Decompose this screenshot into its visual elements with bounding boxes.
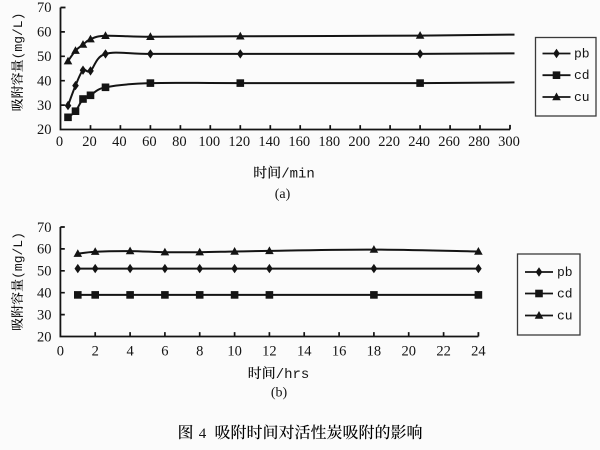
svg-text:(mg/L): (mg/L) — [11, 232, 26, 279]
svg-text:18: 18 — [367, 344, 382, 360]
svg-text:140: 140 — [258, 134, 280, 150]
svg-text:40: 40 — [37, 286, 52, 302]
svg-text:70: 70 — [37, 0, 52, 16]
svg-text:8: 8 — [196, 344, 203, 360]
svg-text:50: 50 — [37, 49, 52, 65]
svg-text:20: 20 — [37, 122, 52, 138]
svg-text:20: 20 — [37, 329, 52, 345]
svg-text:cd: cd — [557, 287, 573, 302]
svg-text:60: 60 — [142, 134, 157, 150]
svg-text:60: 60 — [37, 25, 52, 41]
svg-text:14: 14 — [297, 344, 312, 360]
svg-text:160: 160 — [288, 134, 310, 150]
svg-text:0: 0 — [57, 344, 64, 360]
svg-text:120: 120 — [228, 134, 250, 150]
svg-text:180: 180 — [318, 134, 340, 150]
svg-text:220: 220 — [378, 134, 400, 150]
svg-text:80: 80 — [172, 134, 187, 150]
svg-text:24: 24 — [471, 344, 486, 360]
svg-text:(a): (a) — [275, 187, 291, 202]
svg-text:22: 22 — [436, 344, 451, 360]
svg-text:2: 2 — [92, 344, 99, 360]
svg-text:(mg/L): (mg/L) — [11, 13, 26, 60]
svg-text:cu: cu — [557, 309, 573, 324]
svg-text:30: 30 — [37, 98, 52, 114]
svg-text:20: 20 — [401, 344, 416, 360]
svg-text:10: 10 — [227, 344, 242, 360]
svg-text:/hrs: /hrs — [276, 367, 310, 383]
svg-text:40: 40 — [112, 134, 127, 150]
svg-text:20: 20 — [82, 134, 97, 150]
svg-text:30: 30 — [37, 307, 52, 323]
svg-text:40: 40 — [37, 74, 52, 90]
svg-text:260: 260 — [438, 134, 460, 150]
svg-text:16: 16 — [332, 344, 347, 360]
svg-text:cu: cu — [574, 90, 590, 105]
svg-text:12: 12 — [262, 344, 277, 360]
svg-text:240: 240 — [408, 134, 430, 150]
svg-text:6: 6 — [161, 344, 168, 360]
svg-text:280: 280 — [468, 134, 490, 150]
svg-text:100: 100 — [198, 134, 220, 150]
svg-text:pb: pb — [557, 265, 573, 280]
svg-text:(b): (b) — [271, 386, 288, 401]
svg-text:4: 4 — [126, 344, 134, 360]
svg-text:pb: pb — [574, 47, 590, 62]
svg-text:70: 70 — [37, 220, 52, 236]
svg-text:4: 4 — [199, 426, 207, 442]
svg-text:/min: /min — [281, 167, 315, 183]
svg-text:0: 0 — [56, 134, 63, 150]
svg-text:200: 200 — [348, 134, 370, 150]
svg-text:cd: cd — [574, 68, 590, 83]
svg-text:50: 50 — [37, 264, 52, 280]
svg-text:60: 60 — [37, 242, 52, 258]
svg-text:300: 300 — [498, 134, 520, 150]
